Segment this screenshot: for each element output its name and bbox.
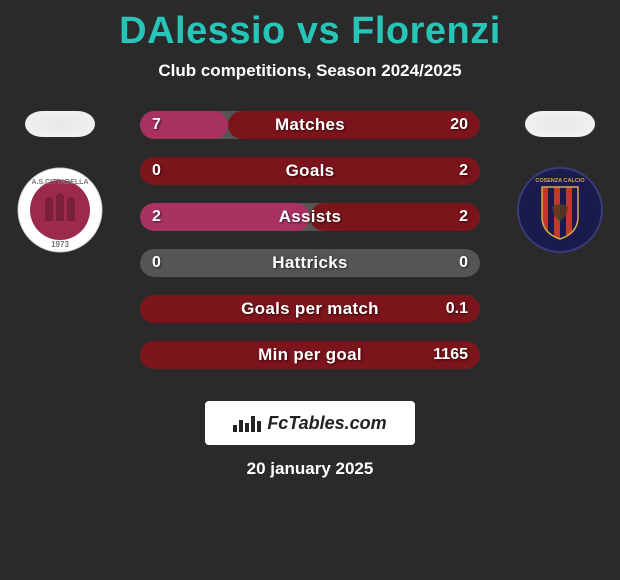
right-player-column: COSENZA CALCIO bbox=[500, 111, 620, 253]
left-country-flag bbox=[25, 111, 95, 137]
stat-label: Goals bbox=[140, 157, 480, 185]
right-club-badge: COSENZA CALCIO bbox=[517, 167, 603, 253]
stat-row: 22Assists bbox=[140, 203, 480, 231]
stat-label: Min per goal bbox=[140, 341, 480, 369]
stat-label: Assists bbox=[140, 203, 480, 231]
stat-row: 02Goals bbox=[140, 157, 480, 185]
brand-chart-icon bbox=[233, 414, 261, 432]
stat-row: 00Hattricks bbox=[140, 249, 480, 277]
brand-text: FcTables.com bbox=[267, 413, 386, 434]
left-club-name-text: A.S.CITTADELLA bbox=[31, 179, 88, 186]
right-club-name-text: COSENZA CALCIO bbox=[535, 178, 585, 184]
comparison-area: A.S.CITTADELLA 1973 bbox=[0, 111, 620, 381]
stat-row: 1165Min per goal bbox=[140, 341, 480, 369]
stat-label: Hattricks bbox=[140, 249, 480, 277]
stat-row: 720Matches bbox=[140, 111, 480, 139]
footer-date: 20 january 2025 bbox=[0, 459, 620, 479]
page-title: DAlessio vs Florenzi bbox=[0, 0, 620, 53]
left-club-badge: A.S.CITTADELLA 1973 bbox=[17, 167, 103, 253]
left-player-column: A.S.CITTADELLA 1973 bbox=[0, 111, 120, 253]
stats-bars: 720Matches 02Goals 22Assists 00Hattricks 0.1… bbox=[140, 111, 480, 369]
brand-box[interactable]: FcTables.com bbox=[205, 401, 415, 445]
page-subtitle: Club competitions, Season 2024/2025 bbox=[0, 61, 620, 81]
stat-label: Matches bbox=[140, 111, 480, 139]
left-club-year-text: 1973 bbox=[51, 240, 69, 249]
stat-label: Goals per match bbox=[140, 295, 480, 323]
stat-row: 0.1Goals per match bbox=[140, 295, 480, 323]
right-country-flag bbox=[525, 111, 595, 137]
